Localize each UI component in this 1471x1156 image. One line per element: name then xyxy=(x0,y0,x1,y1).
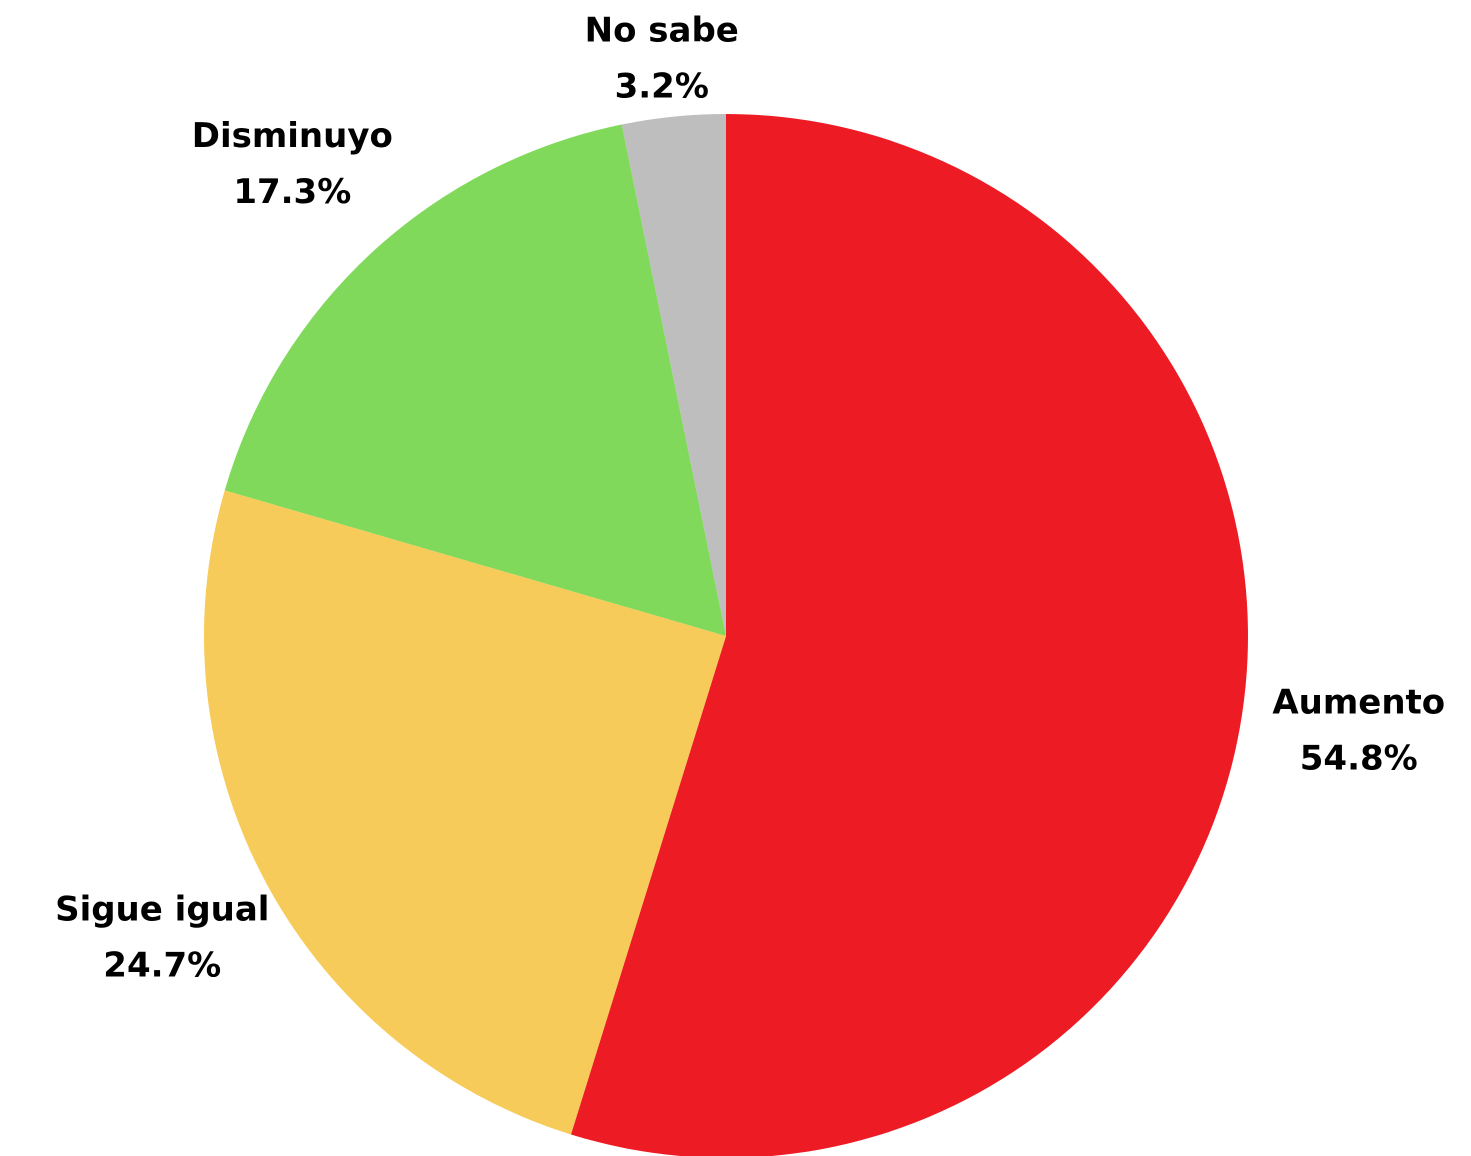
pie-slice xyxy=(204,490,726,1135)
slice-label: Disminuyo xyxy=(192,116,393,156)
slice-value-label: 3.2% xyxy=(615,67,709,107)
pie-slice xyxy=(570,114,1248,1156)
slice-label: Aumento xyxy=(1272,683,1445,723)
pie-slice xyxy=(224,124,727,637)
slice-label: No sabe xyxy=(585,11,739,51)
pie-slice xyxy=(621,114,726,636)
slice-value-label: 24.7% xyxy=(103,946,221,986)
slice-value-label: 17.3% xyxy=(233,172,351,212)
slice-label: Sigue igual xyxy=(55,890,269,930)
slice-value-label: 54.8% xyxy=(1300,739,1418,779)
